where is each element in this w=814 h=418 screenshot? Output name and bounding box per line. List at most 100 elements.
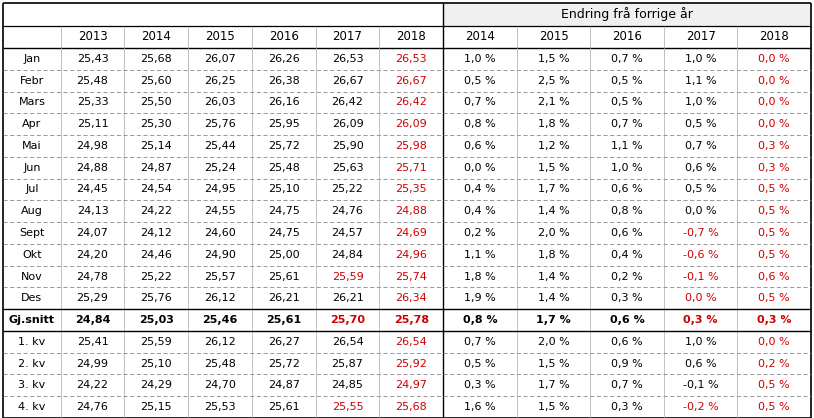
Text: 24,22: 24,22: [140, 206, 173, 216]
Text: -0,1 %: -0,1 %: [683, 380, 719, 390]
Text: 0,7 %: 0,7 %: [611, 380, 643, 390]
Text: 1,7 %: 1,7 %: [537, 184, 570, 194]
Text: 24,87: 24,87: [268, 380, 300, 390]
Text: 0,8 %: 0,8 %: [611, 206, 643, 216]
Text: 0,5 %: 0,5 %: [759, 184, 790, 194]
Text: 0,4 %: 0,4 %: [611, 250, 643, 260]
Text: 0,3 %: 0,3 %: [759, 163, 790, 173]
Text: 26,42: 26,42: [331, 97, 364, 107]
Text: 26,12: 26,12: [204, 293, 236, 303]
Text: 24,88: 24,88: [396, 206, 427, 216]
Text: Gj.snitt: Gj.snitt: [9, 315, 55, 325]
Text: 25,63: 25,63: [332, 163, 363, 173]
Text: 1,9 %: 1,9 %: [464, 293, 496, 303]
Text: 25,60: 25,60: [141, 76, 172, 86]
Text: 26,16: 26,16: [268, 97, 300, 107]
Text: 26,12: 26,12: [204, 337, 236, 347]
Text: 25,55: 25,55: [332, 402, 363, 412]
Text: 0,2 %: 0,2 %: [611, 272, 643, 282]
Text: 0,9 %: 0,9 %: [611, 359, 643, 369]
Text: 24,97: 24,97: [396, 380, 427, 390]
Text: 25,48: 25,48: [77, 76, 108, 86]
Text: 0,5 %: 0,5 %: [759, 250, 790, 260]
Text: 0,5 %: 0,5 %: [685, 119, 716, 129]
Text: Jul: Jul: [25, 184, 38, 194]
Bar: [443, 3, 811, 26]
Text: 0,5 %: 0,5 %: [759, 402, 790, 412]
Text: 25,68: 25,68: [140, 54, 172, 64]
Text: 0,6 %: 0,6 %: [611, 184, 643, 194]
Text: 0,2 %: 0,2 %: [464, 228, 496, 238]
Text: 25,76: 25,76: [204, 119, 236, 129]
Text: 25,10: 25,10: [268, 184, 300, 194]
Text: 0,0 %: 0,0 %: [685, 293, 716, 303]
Text: 24,57: 24,57: [331, 228, 364, 238]
Text: 24,12: 24,12: [140, 228, 173, 238]
Text: 0,6 %: 0,6 %: [759, 272, 790, 282]
Text: 25,22: 25,22: [140, 272, 173, 282]
Text: 0,5 %: 0,5 %: [611, 97, 643, 107]
Text: 0,6 %: 0,6 %: [611, 337, 643, 347]
Text: 26,34: 26,34: [396, 293, 427, 303]
Text: 0,8 %: 0,8 %: [462, 315, 497, 325]
Text: 0,7 %: 0,7 %: [464, 97, 496, 107]
Text: 24,96: 24,96: [396, 250, 427, 260]
Text: 0,8 %: 0,8 %: [464, 119, 496, 129]
Text: 3. kv: 3. kv: [18, 380, 46, 390]
Text: 25,61: 25,61: [266, 315, 301, 325]
Text: 0,5 %: 0,5 %: [759, 228, 790, 238]
Text: 25,72: 25,72: [268, 359, 300, 369]
Text: 4. kv: 4. kv: [18, 402, 46, 412]
Text: 25,78: 25,78: [394, 315, 429, 325]
Text: 25,03: 25,03: [139, 315, 173, 325]
Text: 24,85: 24,85: [331, 380, 364, 390]
Text: 1,0 %: 1,0 %: [685, 337, 716, 347]
Text: 0,3 %: 0,3 %: [611, 293, 643, 303]
Text: 2014: 2014: [142, 31, 171, 43]
Text: 25,24: 25,24: [204, 163, 236, 173]
Text: 1,8 %: 1,8 %: [464, 272, 496, 282]
Text: 24,88: 24,88: [77, 163, 108, 173]
Text: -0,1 %: -0,1 %: [683, 272, 719, 282]
Text: 24,22: 24,22: [77, 380, 108, 390]
Text: 0,5 %: 0,5 %: [759, 293, 790, 303]
Text: 24,60: 24,60: [204, 228, 236, 238]
Text: 1,6 %: 1,6 %: [464, 402, 496, 412]
Text: 26,03: 26,03: [204, 97, 236, 107]
Bar: [3, 26, 811, 48]
Text: 25,41: 25,41: [77, 337, 108, 347]
Text: 1,5 %: 1,5 %: [538, 163, 569, 173]
Text: 25,59: 25,59: [331, 272, 363, 282]
Text: Febr: Febr: [20, 76, 44, 86]
Text: 24,70: 24,70: [204, 380, 236, 390]
Text: -0,2 %: -0,2 %: [683, 402, 719, 412]
Text: 0,3 %: 0,3 %: [611, 402, 643, 412]
Text: 25,10: 25,10: [141, 359, 172, 369]
Text: 24,84: 24,84: [331, 250, 364, 260]
Text: Jun: Jun: [23, 163, 41, 173]
Text: 0,3 %: 0,3 %: [759, 141, 790, 151]
Text: 24,76: 24,76: [331, 206, 364, 216]
Text: 25,11: 25,11: [77, 119, 108, 129]
Text: Aug: Aug: [21, 206, 43, 216]
Text: 0,0 %: 0,0 %: [759, 54, 790, 64]
Text: 24,45: 24,45: [77, 184, 108, 194]
Text: 25,61: 25,61: [268, 272, 300, 282]
Text: 26,54: 26,54: [331, 337, 363, 347]
Text: 1,2 %: 1,2 %: [537, 141, 570, 151]
Text: 26,21: 26,21: [331, 293, 363, 303]
Text: 0,0 %: 0,0 %: [759, 119, 790, 129]
Text: 24,07: 24,07: [77, 228, 108, 238]
Text: 26,53: 26,53: [332, 54, 363, 64]
Text: 0,0 %: 0,0 %: [759, 97, 790, 107]
Text: 25,22: 25,22: [331, 184, 364, 194]
Text: 24,95: 24,95: [204, 184, 236, 194]
Text: 2,5 %: 2,5 %: [537, 76, 570, 86]
Text: 1. kv: 1. kv: [18, 337, 46, 347]
Text: 2,0 %: 2,0 %: [537, 228, 570, 238]
Text: 25,95: 25,95: [268, 119, 300, 129]
Text: 26,67: 26,67: [331, 76, 363, 86]
Text: 2013: 2013: [77, 31, 107, 43]
Text: 0,7 %: 0,7 %: [685, 141, 716, 151]
Text: 0,7 %: 0,7 %: [611, 54, 643, 64]
